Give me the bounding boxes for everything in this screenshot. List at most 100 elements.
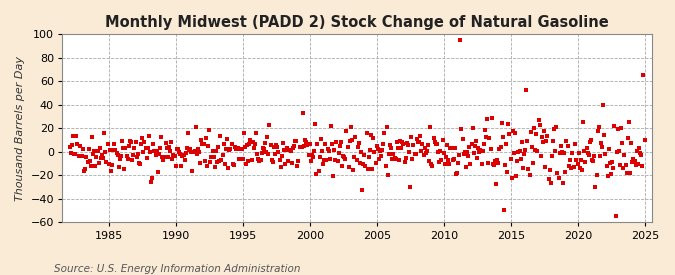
Point [349,155,360,160]
Point [437,138,448,142]
Point [579,149,590,153]
Point [530,148,541,152]
Point [180,158,190,162]
Point [493,161,504,166]
Point [525,130,536,134]
Point [456,127,467,131]
Point [173,150,184,154]
Point [304,142,315,146]
Point [414,140,425,144]
Point [65,151,76,155]
Point [549,126,560,131]
Point [445,146,456,150]
Point [293,159,304,163]
Point [175,152,186,156]
Point [325,124,336,129]
Point [637,163,648,168]
Point [564,157,575,162]
Point [518,152,529,156]
Point [620,163,631,167]
Point [92,148,103,153]
Point [629,159,640,163]
Point [502,170,512,174]
Point [76,154,86,159]
Point [450,172,461,176]
Point [554,150,565,155]
Point [539,129,549,133]
Point [367,166,377,171]
Point [173,147,184,151]
Point [247,140,258,144]
Point [362,166,373,171]
Point [78,147,88,152]
Point [273,150,284,155]
Point [464,145,475,149]
Point [99,131,109,135]
Point [111,151,122,155]
Point [627,160,638,164]
Point [443,158,454,163]
Point [617,141,628,146]
Point [221,147,232,152]
Point [379,131,390,135]
Point [385,143,396,147]
Point [279,147,290,152]
Point [541,139,551,144]
Point [452,171,462,175]
Point [226,142,237,146]
Point [83,146,94,151]
Point [603,146,614,151]
Point [167,156,178,161]
Point [180,151,191,156]
Point [462,150,472,154]
Point [528,161,539,165]
Point [583,151,593,156]
Point [389,155,400,160]
Point [467,126,478,130]
Point [64,145,75,149]
Point [332,159,343,163]
Point [529,126,539,130]
Point [105,147,115,152]
Point [185,147,196,151]
Point [356,150,367,155]
Point [124,139,135,144]
Point [513,149,524,154]
Point [495,144,506,149]
Point [470,143,481,148]
Point [71,134,82,138]
Point [421,148,432,153]
Point [523,167,534,171]
Point [261,149,271,154]
Point [322,147,333,152]
Point [597,145,608,149]
Point [337,164,348,168]
Point [626,141,637,145]
Point [383,172,394,177]
Point [364,148,375,152]
Point [562,144,573,148]
Point [431,142,442,147]
Point [344,139,355,143]
Point [319,158,329,162]
Point [612,127,623,131]
Point [192,147,203,151]
Point [146,180,157,184]
Point [342,145,353,149]
Point [586,138,597,142]
Point [458,152,469,156]
Point [481,135,491,139]
Point [376,154,387,158]
Point [561,139,572,144]
Point [557,150,568,155]
Point [632,162,643,167]
Point [235,147,246,152]
Point [102,141,113,146]
Point [286,149,296,153]
Point [426,161,437,166]
Point [373,147,383,152]
Point [424,159,435,164]
Point [621,171,632,175]
Point [86,135,97,139]
Point [188,150,199,154]
